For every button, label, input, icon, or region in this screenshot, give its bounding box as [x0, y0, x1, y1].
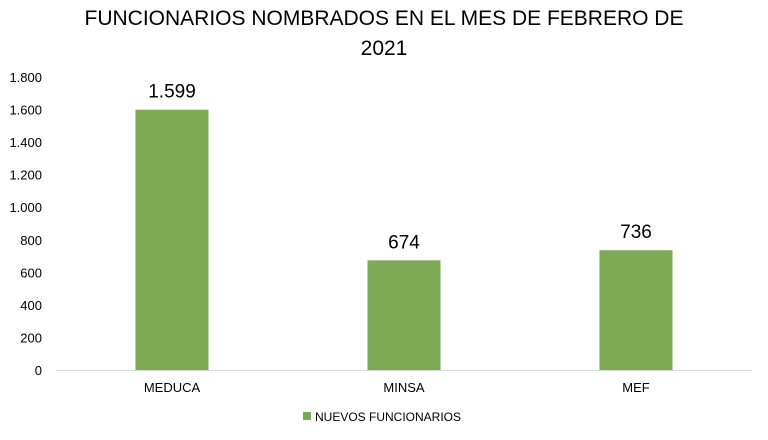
x-tick-label-mef: MEF — [622, 380, 650, 395]
bar-minsa — [367, 260, 441, 370]
x-tick-label-minsa: MINSA — [383, 380, 425, 395]
x-tick-label-meduca: MEDUCA — [144, 380, 201, 395]
y-tick-label-1: 200 — [20, 330, 42, 345]
y-tick-label-0: 0 — [35, 363, 42, 378]
chart-title-line-2: 2021 — [360, 37, 408, 60]
legend-swatch — [303, 412, 311, 420]
y-tick-label-4: 800 — [20, 233, 42, 248]
y-tick-label-5: 1.000 — [9, 200, 42, 215]
y-tick-label-3: 600 — [20, 265, 42, 280]
y-tick-label-9: 1.800 — [9, 70, 42, 85]
y-tick-label-6: 1.200 — [9, 168, 42, 183]
bar-mef — [599, 250, 673, 370]
chart-title: FUNCIONARIOS NOMBRADOS EN EL MES DE FEBR… — [0, 4, 768, 64]
y-tick-label-2: 400 — [20, 298, 42, 313]
data-label-meduca: 1.599 — [148, 82, 196, 103]
bar-meduca — [135, 109, 209, 371]
chart-title-line-1: FUNCIONARIOS NOMBRADOS EN EL MES DE FEBR… — [84, 7, 684, 30]
data-label-mef: 736 — [620, 222, 652, 243]
y-tick-label-7: 1.400 — [9, 135, 42, 150]
data-label-minsa: 674 — [388, 232, 420, 253]
y-tick-label-8: 1.600 — [9, 103, 42, 118]
legend-label: NUEVOS FUNCIONARIOS — [315, 410, 461, 424]
